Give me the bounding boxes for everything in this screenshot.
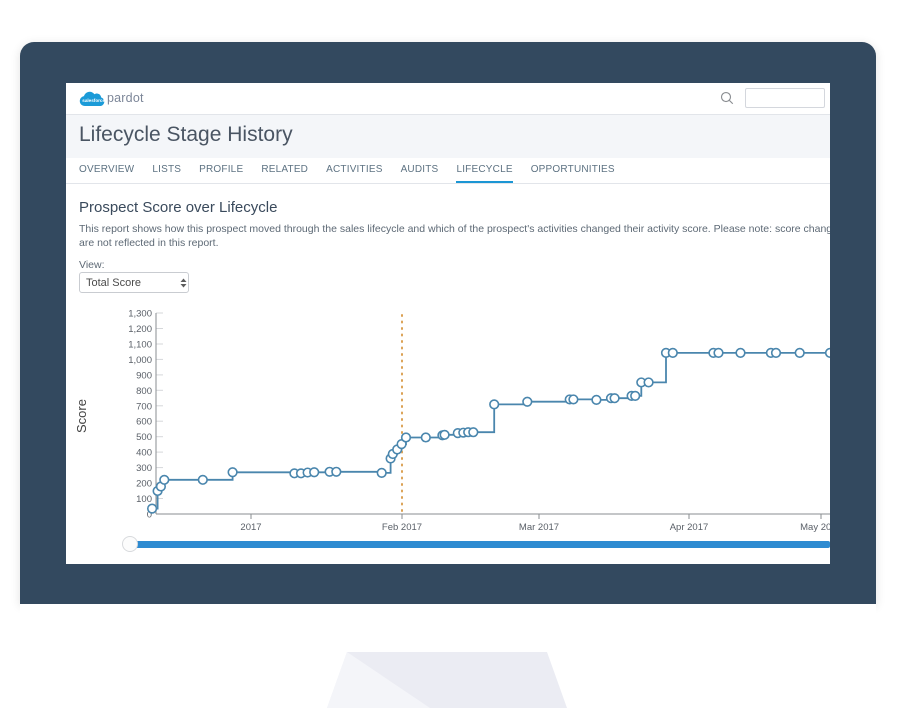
svg-text:salesforce: salesforce bbox=[82, 98, 105, 103]
svg-text:900: 900 bbox=[136, 370, 152, 381]
svg-text:500: 500 bbox=[136, 432, 152, 443]
svg-text:800: 800 bbox=[136, 386, 152, 397]
svg-text:Score: Score bbox=[74, 399, 89, 433]
svg-text:May 2017: May 2017 bbox=[800, 522, 830, 533]
svg-text:Mar 2017: Mar 2017 bbox=[519, 522, 559, 533]
svg-text:1,000: 1,000 bbox=[128, 355, 152, 366]
svg-text:200: 200 bbox=[136, 479, 152, 490]
svg-text:Feb 2017: Feb 2017 bbox=[382, 522, 422, 533]
svg-text:1,200: 1,200 bbox=[128, 324, 152, 335]
svg-text:300: 300 bbox=[136, 463, 152, 474]
svg-text:700: 700 bbox=[136, 401, 152, 412]
svg-text:600: 600 bbox=[136, 417, 152, 428]
svg-text:400: 400 bbox=[136, 448, 152, 459]
svg-text:2017: 2017 bbox=[240, 522, 261, 533]
svg-text:1,300: 1,300 bbox=[128, 309, 152, 320]
svg-text:1,100: 1,100 bbox=[128, 340, 152, 351]
svg-text:100: 100 bbox=[136, 494, 152, 505]
svg-text:Apr 2017: Apr 2017 bbox=[670, 522, 709, 533]
